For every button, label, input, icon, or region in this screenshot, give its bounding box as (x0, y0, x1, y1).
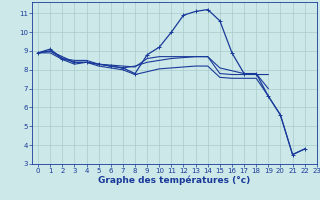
X-axis label: Graphe des températures (°c): Graphe des températures (°c) (98, 176, 251, 185)
